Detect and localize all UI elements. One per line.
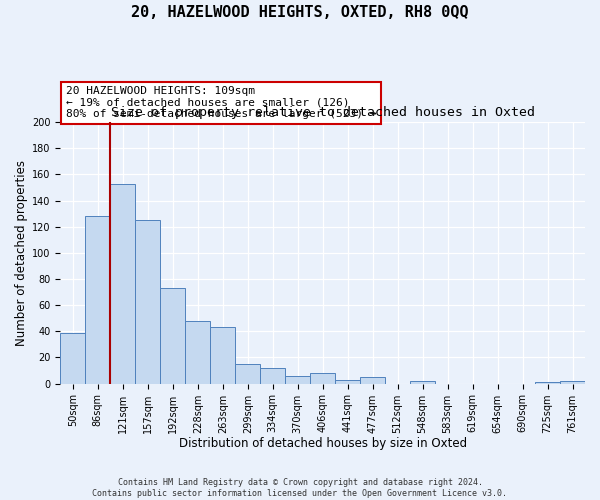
Y-axis label: Number of detached properties: Number of detached properties xyxy=(15,160,28,346)
Bar xyxy=(260,368,285,384)
Bar xyxy=(210,328,235,384)
X-axis label: Distribution of detached houses by size in Oxted: Distribution of detached houses by size … xyxy=(179,437,467,450)
Text: 20 HAZELWOOD HEIGHTS: 109sqm
← 19% of detached houses are smaller (126)
80% of s: 20 HAZELWOOD HEIGHTS: 109sqm ← 19% of de… xyxy=(65,86,376,120)
Bar xyxy=(185,321,210,384)
Bar xyxy=(136,220,160,384)
Bar xyxy=(110,184,136,384)
Bar xyxy=(160,288,185,384)
Text: 20, HAZELWOOD HEIGHTS, OXTED, RH8 0QQ: 20, HAZELWOOD HEIGHTS, OXTED, RH8 0QQ xyxy=(131,5,469,20)
Bar xyxy=(535,382,560,384)
Bar xyxy=(335,380,360,384)
Bar xyxy=(410,381,435,384)
Title: Size of property relative to detached houses in Oxted: Size of property relative to detached ho… xyxy=(110,106,535,120)
Bar xyxy=(360,377,385,384)
Bar xyxy=(235,364,260,384)
Bar xyxy=(85,216,110,384)
Bar xyxy=(310,373,335,384)
Bar xyxy=(61,332,85,384)
Text: Contains HM Land Registry data © Crown copyright and database right 2024.
Contai: Contains HM Land Registry data © Crown c… xyxy=(92,478,508,498)
Bar xyxy=(560,381,585,384)
Bar xyxy=(285,376,310,384)
